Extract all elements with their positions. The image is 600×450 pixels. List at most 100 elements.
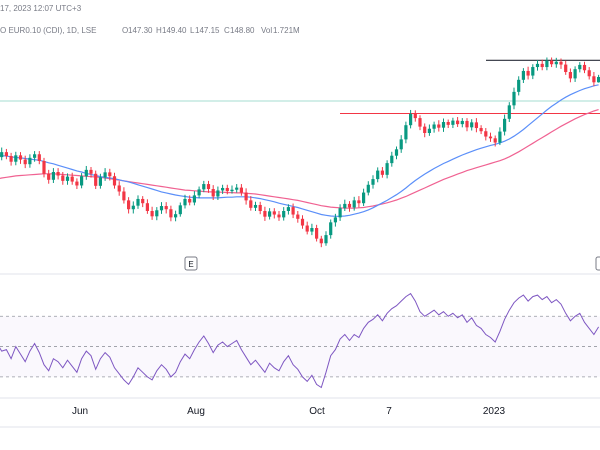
candle	[503, 114, 507, 136]
candle-body	[286, 207, 290, 211]
candle-body	[315, 228, 319, 239]
candle-body	[164, 206, 168, 210]
candle	[127, 197, 131, 214]
candle	[333, 213, 337, 227]
candle	[493, 135, 497, 147]
candle-body	[535, 63, 540, 68]
candle	[470, 119, 474, 131]
candle	[535, 59, 540, 71]
candle	[9, 152, 13, 166]
candle-body	[56, 172, 60, 176]
ohlc-volume-value: 1.721M	[273, 26, 300, 35]
candle-body	[578, 64, 582, 70]
candle-body	[61, 175, 65, 181]
candle	[235, 184, 239, 193]
header-datetime: 17, 2023 12:07 UTC+3	[0, 4, 82, 13]
candle-body	[272, 211, 276, 215]
time-axis[interactable]: Jun Aug Oct 7 2023	[72, 406, 506, 417]
candle	[263, 206, 267, 221]
candle-body	[131, 205, 135, 210]
candle	[98, 173, 102, 189]
candle-body	[155, 210, 159, 217]
candle	[399, 135, 403, 153]
candle-body	[564, 64, 568, 73]
event-marker-box	[184, 256, 198, 271]
candle-body	[249, 200, 253, 208]
candle	[324, 231, 328, 246]
candle-body	[503, 118, 507, 132]
candle	[197, 186, 201, 199]
candle-body	[343, 203, 347, 209]
candle	[437, 120, 441, 132]
candle	[249, 196, 253, 211]
candle	[456, 117, 460, 127]
candle-body	[263, 211, 267, 217]
candle	[531, 64, 535, 80]
candle-body	[258, 204, 262, 211]
candle-body	[117, 185, 121, 192]
candle-body	[9, 156, 13, 162]
candle	[286, 204, 290, 215]
event-marker-edge[interactable]	[595, 256, 600, 271]
ohlc-volume-label: Vol	[261, 26, 272, 35]
candle-body	[145, 203, 149, 211]
candle	[578, 62, 582, 73]
candle-body	[178, 205, 182, 215]
candle	[366, 181, 370, 196]
candle-body	[14, 155, 18, 162]
ohlc-close-label: C	[224, 26, 230, 35]
candle-body	[202, 184, 206, 190]
candle	[347, 201, 352, 212]
candle-body	[319, 238, 323, 244]
candle-body	[540, 63, 544, 68]
candle-body	[498, 131, 502, 143]
candle	[268, 208, 272, 220]
candle-body	[4, 152, 8, 157]
candle	[559, 58, 563, 69]
candle-body	[0, 152, 4, 158]
candle	[122, 187, 126, 204]
candle	[277, 211, 281, 221]
ohlc-close-value: 148.80	[230, 26, 255, 35]
candle	[51, 168, 55, 183]
candle-body	[465, 120, 469, 128]
candle	[540, 59, 544, 71]
event-marker-label: E	[188, 260, 193, 269]
candle-body	[531, 67, 535, 76]
candle-body	[418, 118, 422, 127]
candle	[145, 199, 149, 214]
candle	[131, 201, 135, 214]
event-marker[interactable]: E	[184, 256, 198, 271]
candle-body	[84, 169, 88, 177]
candle-body	[122, 191, 126, 201]
candle-body	[357, 200, 361, 204]
candle	[206, 180, 211, 193]
candle-body	[188, 198, 192, 203]
candle	[479, 125, 483, 135]
candle	[517, 76, 521, 96]
candle-body	[235, 187, 239, 190]
candle	[432, 121, 436, 133]
ohlc-readout: O 147.30 H 149.40 L 147.15 C 148.80 Vol …	[122, 26, 300, 35]
candle	[94, 170, 98, 190]
candle	[150, 206, 154, 220]
candle	[423, 123, 427, 138]
candle-body	[460, 120, 464, 125]
candle	[169, 205, 173, 222]
candle	[300, 215, 305, 229]
candle-body	[451, 120, 455, 125]
candle-body	[376, 170, 380, 180]
candle-body	[409, 113, 413, 126]
candle	[178, 202, 182, 217]
candle	[488, 132, 493, 142]
candle	[18, 152, 23, 164]
candle	[65, 173, 70, 185]
candle	[37, 151, 41, 165]
candle	[582, 61, 587, 74]
candle-body	[371, 179, 375, 185]
candle-body	[554, 61, 558, 65]
candle	[362, 188, 366, 207]
ohlc-open-value: 147.30	[128, 26, 153, 35]
